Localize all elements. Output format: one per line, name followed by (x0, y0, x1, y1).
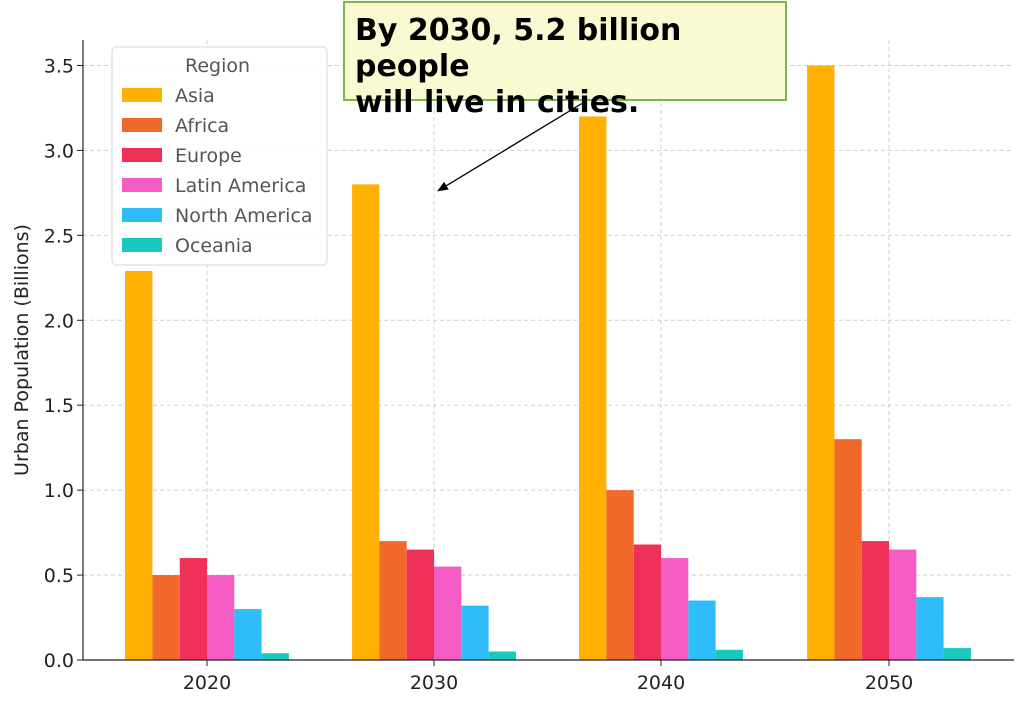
bar-europe-2040 (633, 544, 661, 660)
legend-label: Asia (175, 85, 215, 107)
annotation-line-2: will live in cities. (355, 85, 640, 120)
legend-swatch (122, 178, 162, 192)
y-tick-label: 3.5 (44, 55, 74, 77)
y-tick-label: 0.0 (44, 650, 74, 672)
legend-label: Latin America (175, 175, 306, 197)
legend-label: Oceania (175, 235, 253, 257)
x-tick-label: 2050 (865, 672, 913, 694)
bar-asia-2020 (125, 271, 153, 660)
bar-north-america-2040 (688, 600, 716, 660)
bar-asia-2040 (579, 116, 607, 660)
bar-latin-america-2020 (207, 575, 235, 660)
bar-latin-america-2050 (889, 549, 917, 660)
x-axis-ticks: 2020 2030 2040 2050 (183, 660, 913, 694)
annotation-box: By 2030, 5.2 billion people will live in… (343, 1, 787, 120)
legend-swatch (122, 118, 162, 132)
x-tick-label: 2040 (637, 672, 685, 694)
x-tick-label: 2020 (183, 672, 231, 694)
annotation-arrow (446, 100, 587, 187)
bars (125, 65, 971, 661)
x-tick-label: 2030 (410, 672, 458, 694)
y-axis-title: Urban Population (Billions) (11, 224, 33, 476)
legend-title: Region (185, 55, 250, 77)
legend: Region Asia Africa Europe Latin America North… (111, 46, 328, 266)
y-tick-label: 2.0 (44, 310, 74, 332)
y-axis-ticks: 0.0 0.5 1.0 1.5 2.0 2.5 3.0 3.5 (44, 55, 83, 672)
legend-label: North America (175, 205, 313, 227)
bar-oceania-2020 (261, 653, 289, 660)
bar-africa-2020 (152, 575, 180, 660)
legend-label: Africa (175, 115, 229, 137)
annotation-line-1: By 2030, 5.2 billion people (355, 13, 682, 84)
axes (82, 40, 1014, 661)
bar-europe-2050 (861, 541, 889, 660)
bar-africa-2050 (834, 439, 862, 660)
bar-oceania-2050 (943, 648, 971, 660)
y-tick-label: 2.5 (44, 225, 74, 247)
bar-north-america-2020 (234, 609, 262, 660)
legend-swatch (122, 238, 162, 252)
legend-label: Europe (175, 145, 242, 167)
legend-box (111, 46, 328, 266)
bar-oceania-2030 (488, 651, 516, 660)
legend-swatch (122, 148, 162, 162)
bar-latin-america-2030 (434, 566, 462, 660)
bar-north-america-2030 (461, 605, 489, 660)
bar-africa-2040 (606, 490, 634, 660)
legend-swatch (122, 208, 162, 222)
y-tick-label: 3.0 (44, 140, 74, 162)
bar-oceania-2040 (715, 649, 743, 660)
y-tick-label: 1.5 (44, 395, 74, 417)
bar-africa-2030 (379, 541, 407, 660)
bar-asia-2030 (352, 184, 380, 661)
bar-asia-2050 (807, 65, 835, 661)
annotation-arrow-head (437, 181, 449, 192)
y-tick-label: 1.0 (44, 480, 74, 502)
bar-latin-america-2040 (661, 558, 689, 660)
y-tick-label: 0.5 (44, 565, 74, 587)
legend-swatch (122, 88, 162, 102)
bar-europe-2020 (179, 558, 207, 660)
bar-europe-2030 (406, 549, 434, 660)
bar-north-america-2050 (916, 597, 944, 660)
